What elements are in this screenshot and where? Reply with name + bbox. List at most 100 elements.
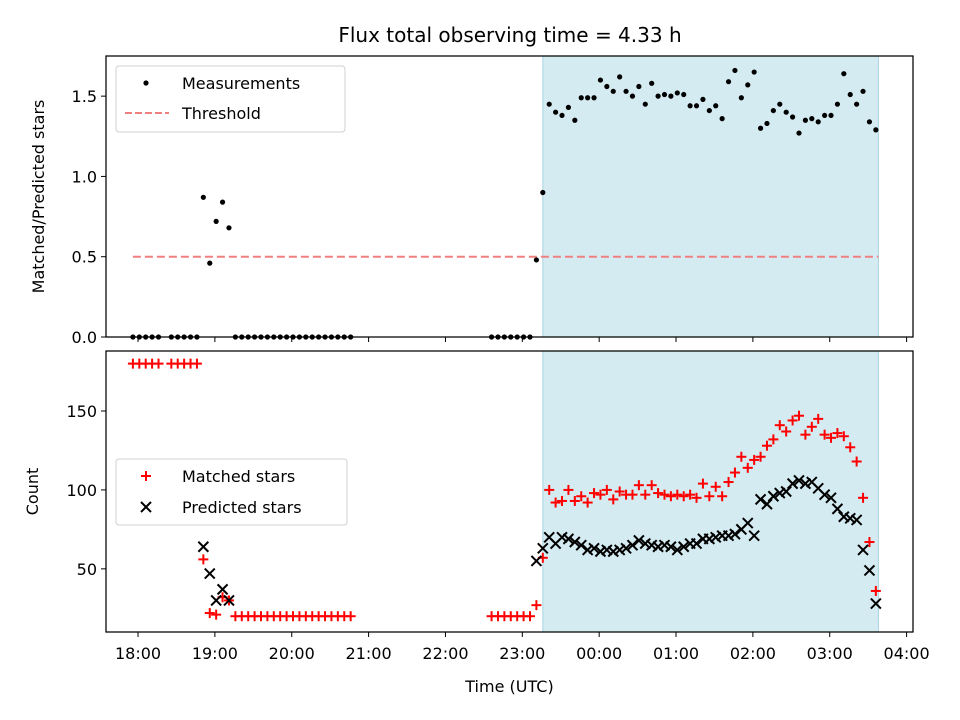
bottom-data-series	[127, 358, 882, 622]
bottom-y-tick-label: 50	[77, 560, 97, 579]
predicted-x-b	[543, 531, 555, 543]
predicted-star-point	[562, 533, 575, 545]
matched-star-point	[601, 484, 612, 495]
bottom-x-tick-label: 00:00	[576, 644, 622, 663]
measurement-point	[713, 103, 719, 109]
predicted-x-b	[729, 528, 741, 540]
measurement-point	[604, 83, 610, 90]
measurement-point	[585, 95, 591, 101]
legend-matched-label: Matched stars	[182, 467, 295, 486]
predicted-x-b	[812, 482, 824, 495]
measurement-point	[213, 218, 219, 224]
measurement-point	[738, 95, 744, 101]
legend-predicted-label: Predicted stars	[182, 498, 302, 517]
predicted-x-b	[537, 542, 549, 555]
measurement-point	[533, 257, 540, 263]
top-y-tick-labels: 0.0 0.5 1.0 1.5	[72, 87, 97, 347]
bottom-y-axis-label: Count	[23, 468, 42, 516]
matched-star-point	[524, 611, 535, 622]
matched-star-point	[749, 454, 760, 465]
predicted-x-b	[197, 541, 210, 553]
legend-matched-marker	[141, 471, 151, 481]
matched-star-point	[640, 489, 651, 500]
matched-star-point	[345, 611, 356, 622]
bottom-y-tick-label: 150	[66, 402, 97, 421]
predicted-star-point	[870, 597, 882, 610]
measurement-point	[668, 93, 674, 99]
measurement-point	[847, 91, 853, 98]
measurement-point	[700, 96, 706, 102]
measurement-point	[623, 88, 629, 94]
measurement-point	[719, 116, 725, 122]
matched-star-point	[569, 495, 580, 506]
matched-star-point	[627, 489, 638, 500]
predicted-x-b	[575, 539, 587, 551]
predicted-star-point	[729, 528, 741, 540]
predicted-x-b	[767, 490, 780, 502]
measurement-point	[200, 194, 206, 200]
matched-star-point	[819, 429, 830, 440]
predicted-x-b	[825, 492, 837, 504]
matched-star-point	[845, 442, 856, 453]
bottom-legend: Matched stars Predicted stars	[115, 458, 348, 526]
bottom-legend-frame	[115, 458, 348, 526]
matched-star-point	[204, 608, 215, 619]
predicted-x-b	[786, 477, 799, 490]
measurement-point	[796, 130, 802, 136]
measurement-point	[610, 88, 616, 94]
matched-star-point	[653, 488, 664, 499]
predicted-x-b	[844, 512, 856, 525]
top-y-tick-label: 1.0	[72, 167, 97, 186]
predicted-x-b	[562, 533, 575, 545]
matched-star-point	[576, 491, 587, 502]
measurement-point	[706, 107, 712, 114]
predicted-star-point	[216, 583, 229, 596]
measurement-point	[226, 225, 232, 231]
measurement-point	[629, 93, 636, 99]
predicted-star-point	[863, 564, 876, 577]
predicted-x-b	[569, 536, 581, 548]
predicted-x-b	[530, 555, 543, 567]
bottom-x-tick-label: 01:00	[653, 644, 699, 663]
top-axes-frame	[105, 55, 914, 338]
bottom-x-tick-label: 03:00	[807, 644, 853, 663]
matched-star-point	[633, 480, 644, 491]
measurement-point	[783, 109, 789, 115]
bottom-x-tick-label: 20:00	[269, 644, 315, 663]
predicted-x-b	[633, 534, 645, 547]
predicted-star-point	[780, 485, 792, 498]
predicted-x-b	[754, 493, 767, 506]
matched-star-point	[838, 431, 849, 442]
top-y-axis-label: Matched/Predicted stars	[29, 100, 48, 294]
top-y-tick-label: 1.5	[72, 87, 97, 106]
predicted-x-b	[863, 564, 876, 577]
matched-star-point	[864, 537, 875, 548]
matched-star-point	[729, 467, 740, 478]
measurement-point	[642, 101, 648, 107]
measurement-point	[834, 101, 841, 107]
matched-star-point	[723, 477, 734, 488]
bottom-y-tick-labels: 50 100 150	[66, 402, 97, 579]
measurement-point	[572, 117, 578, 123]
matched-star-point	[858, 492, 869, 503]
matched-star-point	[589, 488, 600, 499]
bottom-x-tick-label: 18:00	[115, 644, 161, 663]
measurement-point	[815, 119, 821, 125]
matched-star-point	[832, 428, 843, 439]
predicted-star-point	[748, 529, 760, 542]
predicted-x-b	[857, 544, 869, 556]
matched-star-point	[614, 486, 625, 497]
measurement-point	[559, 112, 565, 119]
predicted-x-b	[223, 594, 235, 607]
matched-star-point	[787, 415, 798, 426]
predicted-x-b	[806, 476, 818, 488]
matched-star-point	[691, 492, 702, 503]
matched-star-point	[870, 585, 881, 596]
predicted-x-b	[690, 537, 703, 550]
bottom-panel: 50 100 150 18:00 19:00 20:00 21:00 22:00 23:00 0…	[23, 350, 930, 696]
top-data-series	[130, 67, 879, 340]
matched-star-point	[697, 478, 708, 489]
matched-star-point	[582, 497, 593, 508]
matched-star-point	[531, 600, 542, 611]
predicted-star-point	[633, 534, 645, 547]
